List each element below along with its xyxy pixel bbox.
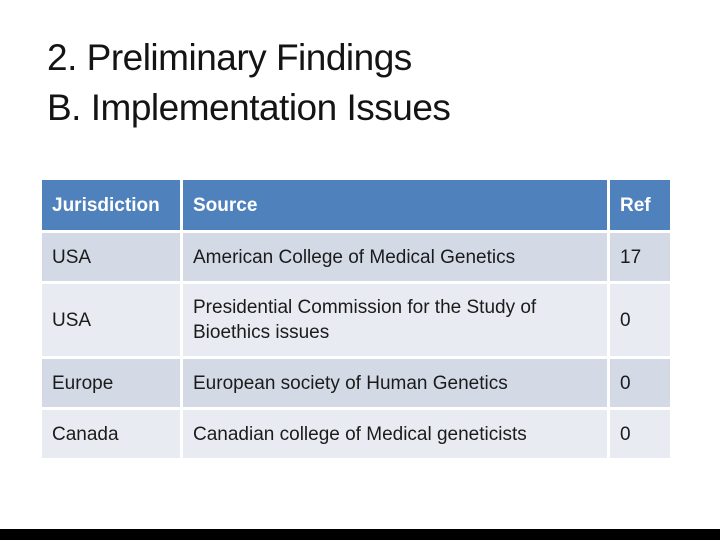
table-row-2-ref: 0: [610, 284, 670, 356]
table-row-3-source: European society of Human Genetics: [183, 359, 607, 407]
findings-table: Jurisdiction Source Ref USA American Col…: [42, 180, 670, 458]
slide-title: 2. Preliminary Findings B. Implementatio…: [47, 33, 451, 133]
table-row-4-jurisdiction: Canada: [42, 410, 180, 458]
footer-bar: [0, 529, 720, 540]
table-row-1-ref: 17: [610, 233, 670, 281]
table-row-4-ref: 0: [610, 410, 670, 458]
slide-title-line-2: B. Implementation Issues: [47, 87, 451, 128]
header-cell-source: Source: [183, 180, 607, 230]
table-row-4-source: Canadian college of Medical geneticists: [183, 410, 607, 458]
header-cell-ref: Ref: [610, 180, 670, 230]
table-row-3-ref: 0: [610, 359, 670, 407]
table-row-3-jurisdiction: Europe: [42, 359, 180, 407]
table-row-2-jurisdiction: USA: [42, 284, 180, 356]
table-row-1-jurisdiction: USA: [42, 233, 180, 281]
header-cell-jurisdiction: Jurisdiction: [42, 180, 180, 230]
table-row-2-source: Presidential Commission for the Study of…: [183, 284, 607, 356]
slide-title-line-1: 2. Preliminary Findings: [47, 37, 412, 78]
table-row-1-source: American College of Medical Genetics: [183, 233, 607, 281]
